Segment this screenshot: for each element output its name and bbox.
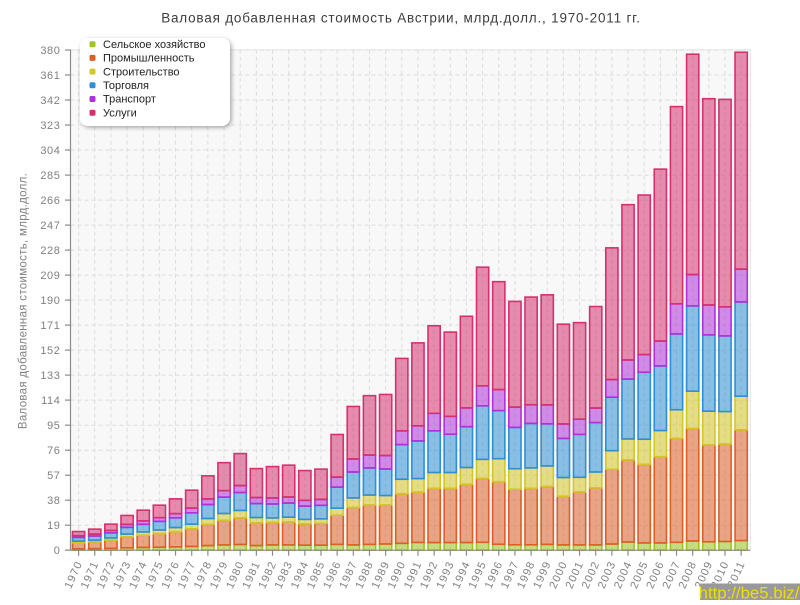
svg-text:Валовая добавленная стоимость: Валовая добавленная стоимость Австрии, м… (161, 11, 641, 26)
svg-text:380: 380 (40, 45, 60, 57)
svg-text:304: 304 (40, 145, 60, 157)
svg-text:95: 95 (47, 420, 60, 432)
svg-text:228: 228 (40, 245, 60, 257)
svg-text:38: 38 (47, 495, 60, 507)
svg-text:190: 190 (40, 295, 60, 307)
svg-text:323: 323 (40, 120, 60, 132)
svg-text:171: 171 (40, 320, 60, 332)
svg-text:19: 19 (47, 520, 60, 532)
svg-text:209: 209 (40, 270, 60, 282)
svg-text:266: 266 (40, 195, 60, 207)
svg-text:Валовая добавленная стоимость,: Валовая добавленная стоимость, млрд.долл… (18, 173, 30, 429)
svg-text:Сельское хозяйство: Сельское хозяйство (103, 39, 205, 51)
svg-text:285: 285 (40, 170, 60, 182)
svg-text:114: 114 (41, 395, 60, 407)
svg-text:342: 342 (40, 95, 60, 107)
svg-text:Торговля: Торговля (103, 80, 149, 92)
svg-text:Строительство: Строительство (103, 66, 180, 78)
svg-text:76: 76 (47, 445, 60, 457)
svg-text:Транспорт: Транспорт (103, 94, 156, 106)
svg-text:Промышленность: Промышленность (103, 53, 195, 65)
svg-text:361: 361 (40, 70, 60, 82)
svg-text:http://be5.biz/: http://be5.biz/ (699, 583, 800, 600)
svg-text:152: 152 (40, 345, 60, 357)
svg-text:0: 0 (54, 545, 61, 557)
svg-text:247: 247 (40, 220, 60, 232)
svg-text:133: 133 (40, 370, 60, 382)
svg-text:Услуги: Услуги (103, 107, 137, 119)
svg-text:57: 57 (47, 470, 60, 482)
